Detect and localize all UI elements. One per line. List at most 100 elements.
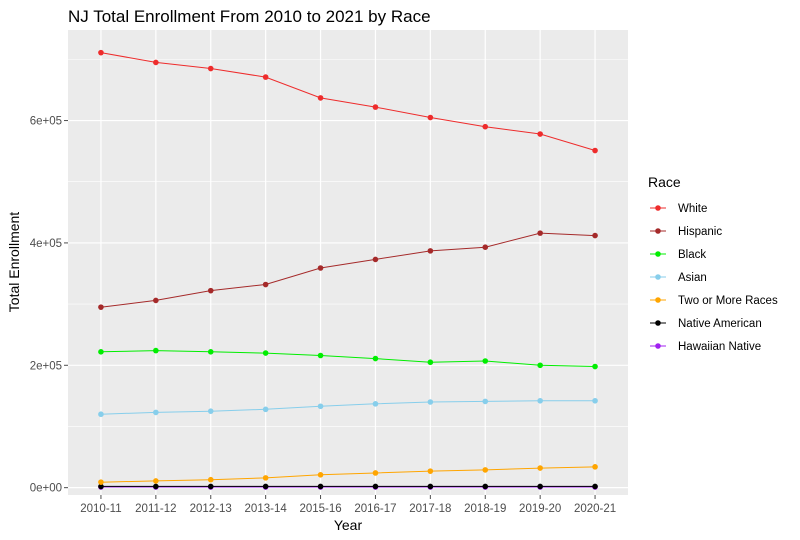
x-axis-label: Year bbox=[334, 517, 363, 533]
x-tick-label: 2011-12 bbox=[135, 503, 176, 515]
data-point-black bbox=[98, 349, 104, 355]
data-point-black bbox=[317, 352, 324, 359]
x-tick-label: 2019-20 bbox=[519, 503, 561, 515]
y-tick-label: 6e+05 bbox=[30, 116, 62, 128]
data-point-asian bbox=[207, 408, 214, 414]
data-point-white bbox=[317, 95, 324, 101]
x-tick-label: 2015-16 bbox=[299, 503, 341, 515]
legend-label-hawaiian-native: Hawaiian Native bbox=[678, 341, 761, 353]
data-point-native-american bbox=[482, 483, 489, 490]
x-axis: 2010-11 2011-12 2012-13 2013-14 2015-16 2016-… bbox=[80, 495, 616, 515]
legend-key-point-two-or-more-races bbox=[655, 297, 661, 303]
data-point-asian bbox=[317, 403, 324, 410]
y-tick-label: 2e+05 bbox=[30, 360, 62, 372]
data-point-two-or-more-races bbox=[153, 478, 159, 484]
data-point-black bbox=[153, 347, 159, 354]
legend: White Hispanic Black Asian Two or More Races… bbox=[648, 198, 778, 356]
y-axis: 0e+00 2e+05 4e+05 6e+05 bbox=[30, 116, 68, 495]
data-point-hispanic bbox=[317, 265, 324, 271]
data-point-native-american bbox=[207, 483, 214, 490]
legend-key-point-native-american bbox=[655, 320, 661, 326]
data-point-two-or-more-races bbox=[482, 467, 489, 473]
data-point-white bbox=[537, 131, 543, 137]
data-point-two-or-more-races bbox=[592, 464, 598, 470]
data-point-native-american bbox=[372, 483, 379, 490]
x-tick-label: 2018-19 bbox=[464, 503, 506, 515]
data-point-black bbox=[482, 358, 489, 364]
data-point-hispanic bbox=[427, 248, 434, 254]
data-point-white bbox=[427, 114, 434, 121]
legend-key-point-hispanic bbox=[655, 228, 661, 234]
series-line-two-or-more-races bbox=[100, 466, 596, 483]
x-tick-label: 2012-13 bbox=[190, 503, 232, 515]
x-tick-label: 2016-17 bbox=[354, 503, 396, 515]
series-line-asian bbox=[100, 400, 596, 415]
data-point-white bbox=[153, 59, 159, 66]
data-point-asian bbox=[482, 398, 489, 405]
data-point-native-american bbox=[592, 483, 598, 490]
data-point-black bbox=[592, 363, 598, 370]
data-point-two-or-more-races bbox=[98, 479, 104, 485]
y-axis-label: Total Enrollment bbox=[6, 212, 22, 312]
data-point-native-american bbox=[537, 483, 543, 490]
data-point-hispanic bbox=[592, 232, 598, 239]
data-point-white bbox=[592, 147, 598, 154]
data-point-native-american bbox=[317, 483, 324, 490]
data-point-hispanic bbox=[153, 297, 159, 304]
x-tick-label: 2020-21 bbox=[574, 503, 616, 515]
x-tick-label: 2013-14 bbox=[245, 503, 288, 515]
data-point-white bbox=[98, 49, 104, 56]
chart-title: NJ Total Enrollment From 2010 to 2021 by… bbox=[68, 7, 431, 26]
data-point-native-american bbox=[98, 483, 104, 490]
series-line-hispanic bbox=[100, 232, 596, 308]
data-point-native-american bbox=[153, 483, 159, 490]
x-tick-label: 2010-11 bbox=[80, 503, 121, 515]
y-tick-label: 4e+05 bbox=[30, 238, 62, 250]
data-point-two-or-more-races bbox=[372, 470, 379, 476]
data-point-two-or-more-races bbox=[317, 472, 324, 478]
legend-label-two-or-more-races: Two or More Races bbox=[678, 295, 778, 307]
data-point-asian bbox=[153, 409, 159, 416]
legend-key-point-asian bbox=[655, 274, 661, 280]
series-layer bbox=[98, 49, 598, 490]
data-point-two-or-more-races bbox=[427, 468, 434, 474]
grid-major bbox=[68, 30, 628, 495]
series-line-white bbox=[100, 52, 596, 151]
series-line-black bbox=[100, 350, 596, 367]
data-point-asian bbox=[537, 397, 543, 404]
data-point-white bbox=[262, 74, 269, 80]
data-point-asian bbox=[592, 397, 598, 404]
legend-label-asian: Asian bbox=[678, 272, 707, 284]
data-point-two-or-more-races bbox=[207, 476, 214, 483]
data-point-hispanic bbox=[98, 304, 104, 310]
plot-panel bbox=[68, 30, 628, 495]
legend-key-point-black bbox=[655, 251, 661, 257]
legend-label-black: Black bbox=[678, 249, 706, 261]
data-point-white bbox=[482, 123, 489, 130]
data-point-white bbox=[207, 65, 214, 72]
data-point-hispanic bbox=[262, 281, 269, 288]
data-point-hispanic bbox=[482, 244, 489, 251]
data-point-hispanic bbox=[372, 256, 379, 263]
data-point-black bbox=[262, 350, 269, 356]
y-tick-label: 0e+00 bbox=[30, 483, 62, 495]
data-point-black bbox=[207, 349, 214, 355]
data-point-hispanic bbox=[207, 287, 214, 294]
data-point-black bbox=[372, 355, 379, 362]
data-point-two-or-more-races bbox=[262, 475, 269, 481]
data-point-hispanic bbox=[537, 230, 543, 236]
grid-minor bbox=[68, 59, 628, 427]
legend-key-point-white bbox=[655, 205, 661, 211]
data-point-asian bbox=[427, 399, 434, 405]
x-tick-label: 2017-18 bbox=[409, 503, 451, 515]
legend-key-point-hawaiian-native bbox=[655, 343, 661, 349]
data-point-native-american bbox=[262, 483, 269, 490]
data-point-asian bbox=[262, 406, 269, 413]
data-point-black bbox=[537, 362, 543, 369]
data-point-asian bbox=[372, 401, 379, 407]
data-point-two-or-more-races bbox=[537, 465, 543, 471]
legend-title: Race bbox=[648, 174, 681, 190]
data-point-asian bbox=[98, 411, 104, 418]
